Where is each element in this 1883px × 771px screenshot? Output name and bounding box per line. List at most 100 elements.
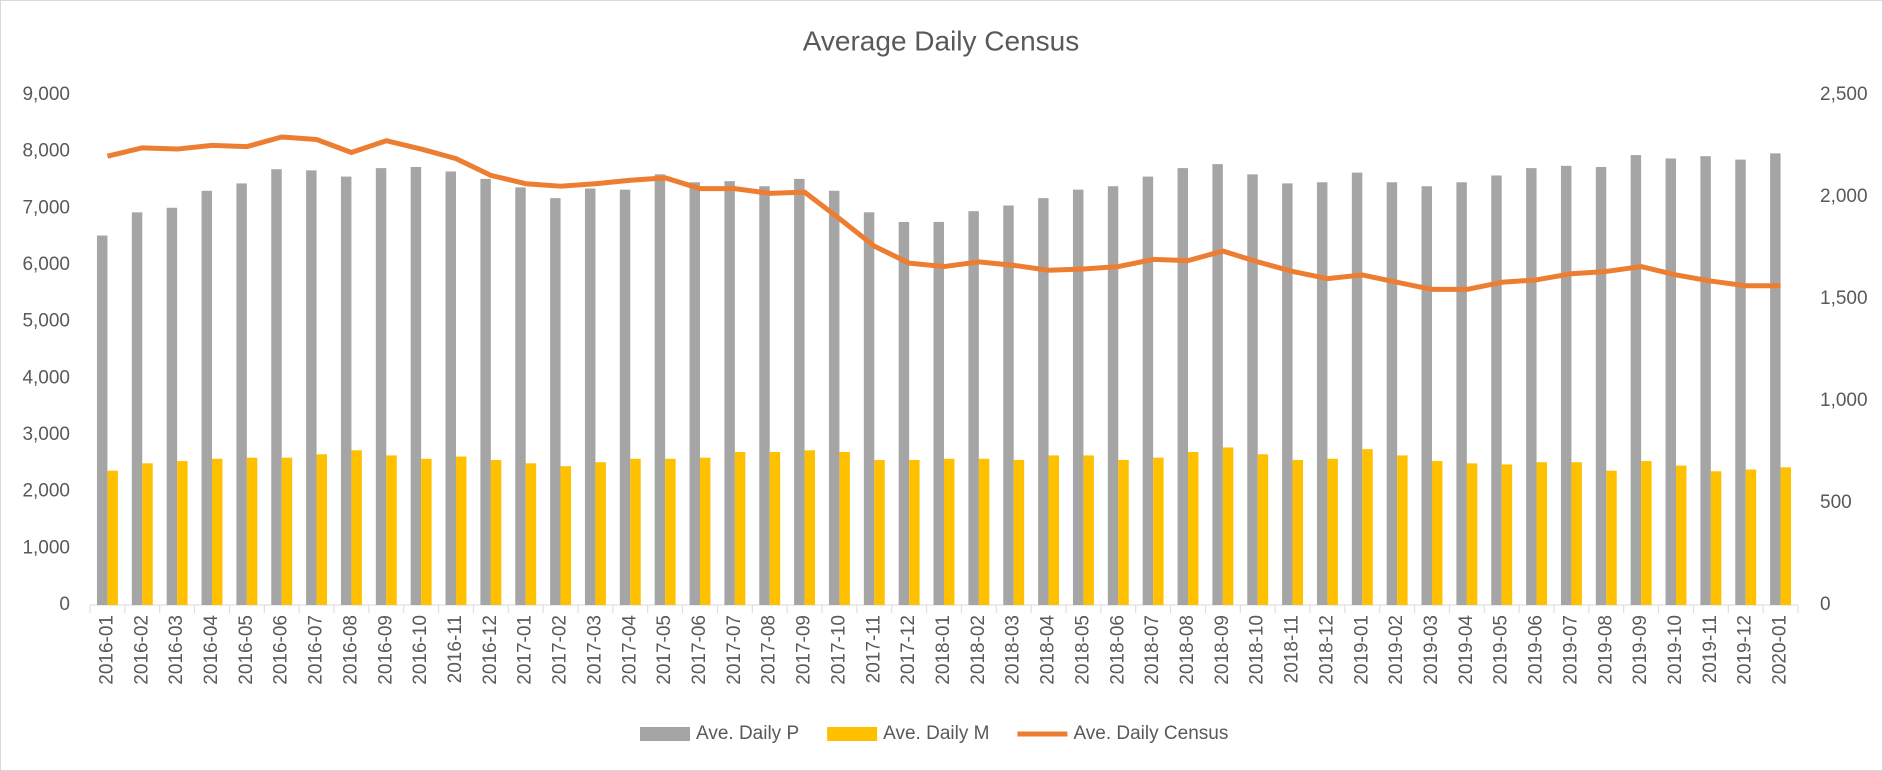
bar: [724, 181, 735, 605]
bar: [445, 171, 456, 605]
bar: [421, 458, 432, 605]
bar: [480, 178, 491, 605]
bar: [246, 457, 258, 605]
y-tick-label: 2,000: [22, 481, 70, 502]
x-tick-label: 2017-09: [794, 615, 815, 685]
bar: [734, 452, 746, 605]
x-tick-label: 2016-01: [96, 615, 117, 685]
x-tick-label: 2020-01: [1770, 615, 1791, 685]
bar: [1003, 205, 1014, 605]
bar: [1188, 452, 1199, 605]
y-tick-label: 500: [1820, 492, 1852, 513]
x-tick-label: 2017-08: [759, 615, 780, 685]
x-tick-label: 2016-12: [480, 615, 501, 685]
x-tick-label: 2019-01: [1351, 615, 1372, 685]
bar: [1038, 198, 1049, 605]
bar: [1595, 166, 1607, 605]
y-tick-label: 1,000: [1820, 390, 1868, 411]
y-tick-label: 4,000: [22, 367, 70, 388]
bar: [1780, 467, 1792, 605]
bar: [1327, 458, 1338, 605]
bar: [281, 457, 293, 605]
legend-label: Ave. Daily M: [883, 723, 989, 744]
y-tick-label: 0: [59, 594, 70, 615]
bar: [769, 452, 781, 605]
bar: [1118, 459, 1129, 605]
bar: [212, 458, 223, 605]
y-tick-label: 3,000: [22, 424, 70, 445]
bar: [1072, 189, 1084, 605]
bar: [1083, 455, 1094, 605]
x-tick-label: 2017-06: [689, 615, 710, 685]
x-tick-label: 2018-02: [968, 615, 989, 685]
bar: [1526, 168, 1537, 605]
line-series: [106, 134, 1781, 292]
bar: [700, 457, 711, 605]
bar: [410, 166, 422, 605]
bar: [1491, 175, 1502, 605]
legend-label: Ave. Daily Census: [1073, 723, 1228, 744]
bar: [909, 459, 920, 605]
legend-swatch: [640, 727, 690, 741]
bar: [1247, 174, 1258, 606]
bar: [689, 182, 700, 605]
bar: [166, 207, 178, 605]
bar: [107, 470, 118, 605]
y-tick-label: 0: [1820, 594, 1831, 615]
x-tick-label: 2019-03: [1421, 615, 1442, 685]
bar: [1282, 183, 1293, 605]
x-tick-label: 2016-07: [306, 615, 327, 685]
bar: [978, 458, 990, 605]
bar: [1292, 459, 1304, 605]
x-tick-label: 2016-08: [340, 615, 361, 685]
x-tick-label: 2019-12: [1735, 615, 1756, 685]
bar: [490, 459, 502, 605]
bar: [550, 198, 561, 605]
bar: [1397, 455, 1408, 605]
bar: [271, 169, 282, 605]
bar: [1466, 463, 1478, 605]
bar: [177, 461, 188, 605]
bar: [828, 190, 840, 605]
bar: [1048, 455, 1060, 605]
bar: [1770, 153, 1781, 605]
x-tick-label: 2019-02: [1386, 615, 1407, 685]
x-tick-label: 2019-05: [1491, 615, 1512, 685]
x-tick-label: 2019-07: [1560, 615, 1581, 685]
bar: [804, 450, 816, 605]
x-tick-label: 2016-09: [375, 615, 396, 685]
x-tick-label: 2017-12: [898, 615, 919, 685]
bar: [236, 183, 247, 605]
bar: [1316, 182, 1328, 605]
x-tick-label: 2018-09: [1212, 615, 1233, 685]
x-tick-label: 2017-11: [863, 615, 884, 683]
x-tick-label: 2018-05: [1072, 615, 1093, 685]
bar: [525, 463, 537, 605]
x-tick-label: 2018-03: [1003, 615, 1024, 685]
bar: [665, 458, 676, 605]
x-tick-label: 2016-03: [166, 615, 187, 685]
bar: [560, 466, 572, 605]
x-tick-label: 2016-11: [445, 615, 466, 683]
y-tick-label: 7,000: [22, 197, 70, 218]
bar: [1432, 461, 1443, 605]
x-tick-label: 2018-06: [1107, 615, 1128, 685]
bar: [1421, 186, 1432, 605]
bar: [340, 176, 352, 605]
x-tick-label: 2019-08: [1595, 615, 1616, 685]
bar: [1735, 159, 1746, 605]
x-tick-label: 2019-11: [1700, 615, 1721, 683]
legend-label: Ave. Daily P: [696, 723, 799, 744]
bar: [456, 456, 467, 605]
x-tick-label: 2016-04: [201, 615, 222, 685]
bar: [794, 178, 805, 605]
x-tick-label: 2017-02: [550, 615, 571, 685]
x-tick-label: 2017-07: [724, 615, 745, 685]
bar: [1362, 449, 1373, 605]
bar: [874, 459, 885, 605]
x-tick-label: 2016-10: [410, 615, 431, 685]
bar: [654, 174, 666, 606]
bar: [1257, 454, 1269, 605]
y-tick-label: 1,500: [1820, 288, 1868, 309]
bar: [201, 190, 212, 605]
